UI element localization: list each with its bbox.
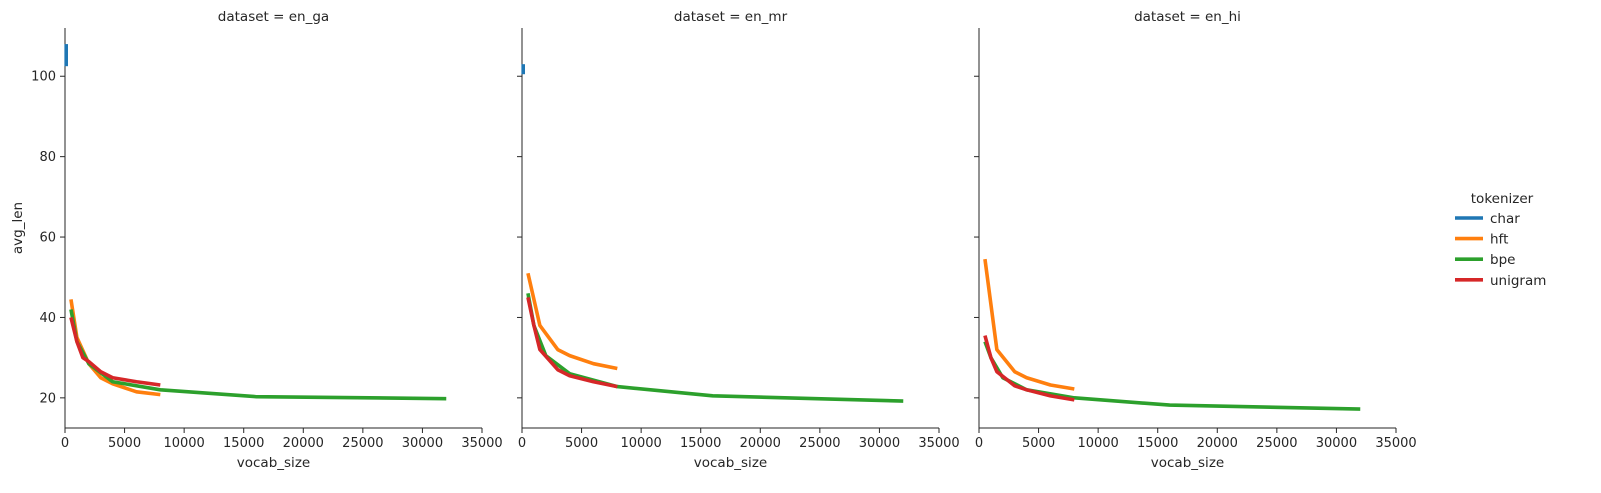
legend-title: tokenizer [1471,191,1534,207]
x-tick-label: 20000 [283,436,324,451]
series-line-hft [69,299,161,397]
x-tick-label: 0 [61,436,69,451]
legend-label-unigram: unigram [1490,273,1546,289]
x-tick-label: 10000 [163,436,204,451]
x-tick-label: 35000 [918,436,959,451]
legend-label-hft: hft [1490,232,1508,248]
legend-label-bpe: bpe [1490,252,1515,268]
x-axis-label: vocab_size [694,455,767,471]
x-tick-label: 15000 [680,436,721,451]
x-tick-label: 30000 [859,436,900,451]
y-axis-label: avg_len [10,202,26,254]
x-tick-label: 25000 [1256,436,1297,451]
x-tick-label: 10000 [620,436,661,451]
x-tick-label: 0 [975,436,983,451]
x-tick-label: 25000 [799,436,840,451]
y-tick-label: 40 [39,311,56,326]
y-tick-label: 100 [31,70,56,85]
x-tick-label: 5000 [1022,436,1055,451]
series-line-bpe [983,340,1361,411]
y-tick-label: 80 [39,150,56,165]
series-line-bpe [69,309,447,401]
series-line-hft [526,272,618,371]
legend-label-char: char [1490,211,1520,227]
series-line-unigram [983,335,1075,402]
x-tick-label: 20000 [1197,436,1238,451]
x-tick-label: 15000 [1137,436,1178,451]
series-line-hft [983,258,1075,391]
x-tick-label: 10000 [1077,436,1118,451]
series-line-unigram [69,317,161,387]
x-tick-label: 30000 [1316,436,1357,451]
x-tick-label: 15000 [223,436,264,451]
x-axis-label: vocab_size [1151,455,1224,471]
x-axis-label: vocab_size [237,455,310,471]
panel-title: dataset = en_ga [218,9,329,25]
x-tick-label: 5000 [565,436,598,451]
x-tick-label: 5000 [108,436,141,451]
panel-title: dataset = en_hi [1134,9,1241,25]
x-tick-label: 35000 [1375,436,1416,451]
x-tick-label: 20000 [740,436,781,451]
series-line-unigram [526,296,618,389]
panel-title: dataset = en_mr [674,9,788,25]
y-tick-label: 60 [39,231,56,246]
y-tick-label: 20 [39,391,56,406]
x-tick-label: 35000 [461,436,502,451]
x-tick-label: 30000 [402,436,443,451]
x-tick-label: 0 [518,436,526,451]
x-tick-label: 25000 [342,436,383,451]
series-line-bpe [526,293,904,403]
